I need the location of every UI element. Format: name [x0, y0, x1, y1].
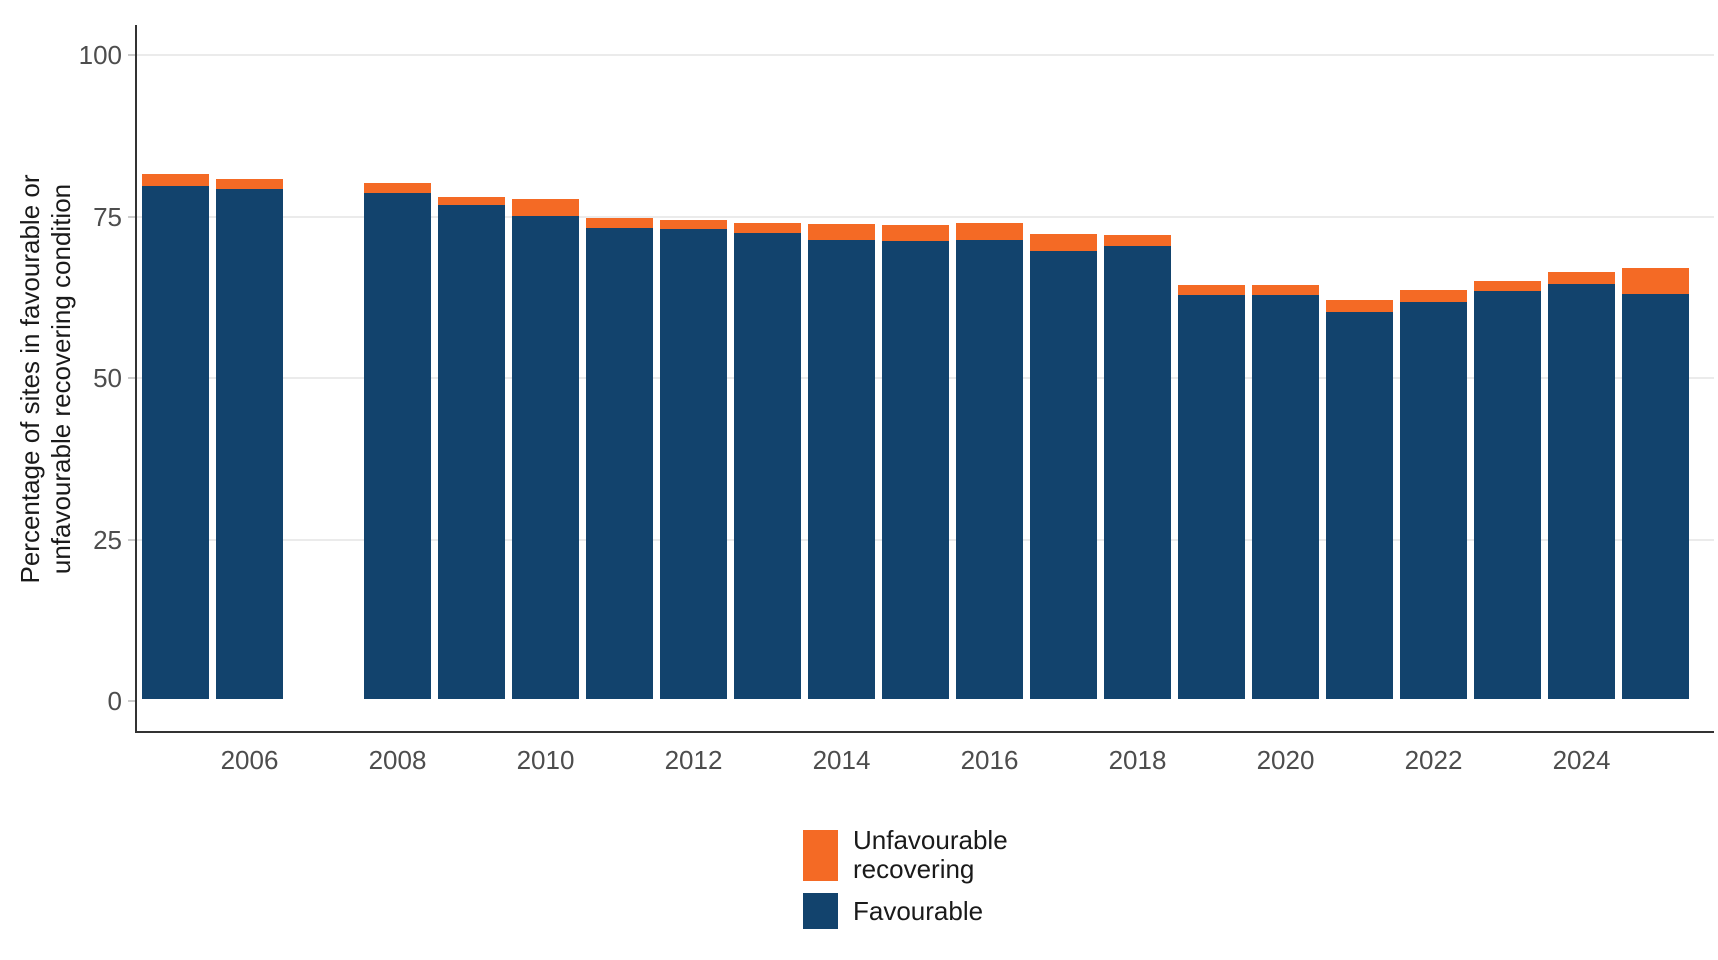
bar-segment-unfavourable-recovering-2022: [1400, 290, 1467, 302]
bar-segment-unfavourable-recovering-2006: [216, 179, 283, 189]
legend-label-favourable: Favourable: [853, 895, 984, 926]
plot-area: [135, 25, 1714, 733]
bar-segment-unfavourable-recovering-2023: [1474, 281, 1541, 291]
y-tick-mark-0: [128, 700, 135, 702]
y-tick-mark-75: [128, 215, 135, 218]
bar-segment-favourable-2011: [586, 228, 653, 699]
bar-segment-unfavourable-recovering-2005: [142, 174, 209, 186]
bar-segment-unfavourable-recovering-2013: [734, 223, 801, 233]
y-tick-mark-50: [128, 377, 135, 379]
gridline-100: [137, 54, 1714, 56]
bar-segment-unfavourable-recovering-2010: [512, 199, 579, 216]
y-tick-label-50: 50: [93, 363, 122, 393]
bar-segment-unfavourable-recovering-2025: [1622, 268, 1689, 294]
bar-segment-favourable-2008: [364, 193, 431, 699]
bar-segment-favourable-2022: [1400, 302, 1467, 699]
bar-segment-favourable-2017: [1030, 251, 1097, 699]
bar-segment-favourable-2024: [1548, 284, 1615, 699]
bar-segment-unfavourable-recovering-2017: [1030, 234, 1097, 251]
bar-segment-unfavourable-recovering-2014: [808, 224, 875, 240]
bar-segment-favourable-2023: [1474, 291, 1541, 699]
legend-key-unfavourable-recovering-swatch: [803, 829, 838, 881]
bar-segment-favourable-2006: [216, 189, 283, 699]
x-tick-label-2018: 2018: [1108, 745, 1167, 775]
y-tick-label-25: 25: [93, 524, 122, 555]
x-tick-label-2010: 2010: [516, 745, 575, 775]
bar-segment-favourable-2013: [734, 233, 801, 699]
x-tick-label-2012: 2012: [664, 745, 723, 775]
x-tick-label-2008: 2008: [368, 745, 427, 775]
bar-segment-favourable-2025: [1622, 294, 1689, 699]
bar-segment-favourable-2014: [808, 240, 875, 699]
bar-segment-favourable-2021: [1326, 312, 1393, 699]
gridline-75: [137, 215, 1714, 218]
x-tick-label-2006: 2006: [220, 745, 279, 775]
x-tick-label-2020: 2020: [1256, 745, 1315, 775]
y-tick-label-0: 0: [107, 686, 122, 716]
bar-segment-unfavourable-recovering-2021: [1326, 300, 1393, 312]
legend: Unfavourable recovering Favourable: [803, 826, 1048, 929]
legend-key-favourable-swatch: [803, 893, 838, 929]
bar-segment-unfavourable-recovering-2016: [956, 223, 1023, 240]
y-tick-label-100: 100: [78, 40, 122, 70]
bar-segment-favourable-2015: [882, 241, 949, 699]
bar-segment-unfavourable-recovering-2018: [1104, 235, 1171, 246]
y-tick-mark-100: [128, 54, 135, 56]
bar-segment-unfavourable-recovering-2020: [1252, 285, 1319, 295]
bar-segment-unfavourable-recovering-2024: [1548, 272, 1615, 284]
bar-segment-favourable-2016: [956, 240, 1023, 699]
legend-item-unfavourable-recovering: Unfavourable recovering: [803, 826, 1048, 884]
bar-segment-unfavourable-recovering-2009: [438, 197, 505, 205]
bar-segment-favourable-2019: [1178, 295, 1245, 699]
bar-segment-unfavourable-recovering-2012: [660, 220, 727, 229]
bar-segment-favourable-2012: [660, 229, 727, 699]
x-tick-label-2016: 2016: [960, 745, 1019, 775]
bar-segment-unfavourable-recovering-2011: [586, 218, 653, 228]
legend-label-unfavourable-recovering: Unfavourable recovering: [853, 825, 1008, 884]
legend-item-favourable: Favourable: [803, 893, 1048, 929]
bar-segment-favourable-2005: [142, 186, 209, 699]
y-tick-mark-25: [128, 538, 135, 541]
x-tick-label-2022: 2022: [1404, 745, 1463, 775]
bar-segment-unfavourable-recovering-2019: [1178, 285, 1245, 295]
bar-segment-favourable-2020: [1252, 295, 1319, 699]
x-tick-label-2014: 2014: [812, 745, 871, 775]
bar-segment-favourable-2018: [1104, 246, 1171, 699]
bar-segment-favourable-2009: [438, 205, 505, 699]
bar-segment-unfavourable-recovering-2015: [882, 225, 949, 241]
x-tick-label-2024: 2024: [1552, 745, 1611, 775]
y-tick-label-75: 75: [93, 201, 122, 232]
bar-segment-favourable-2010: [512, 216, 579, 699]
bar-segment-unfavourable-recovering-2008: [364, 183, 431, 193]
